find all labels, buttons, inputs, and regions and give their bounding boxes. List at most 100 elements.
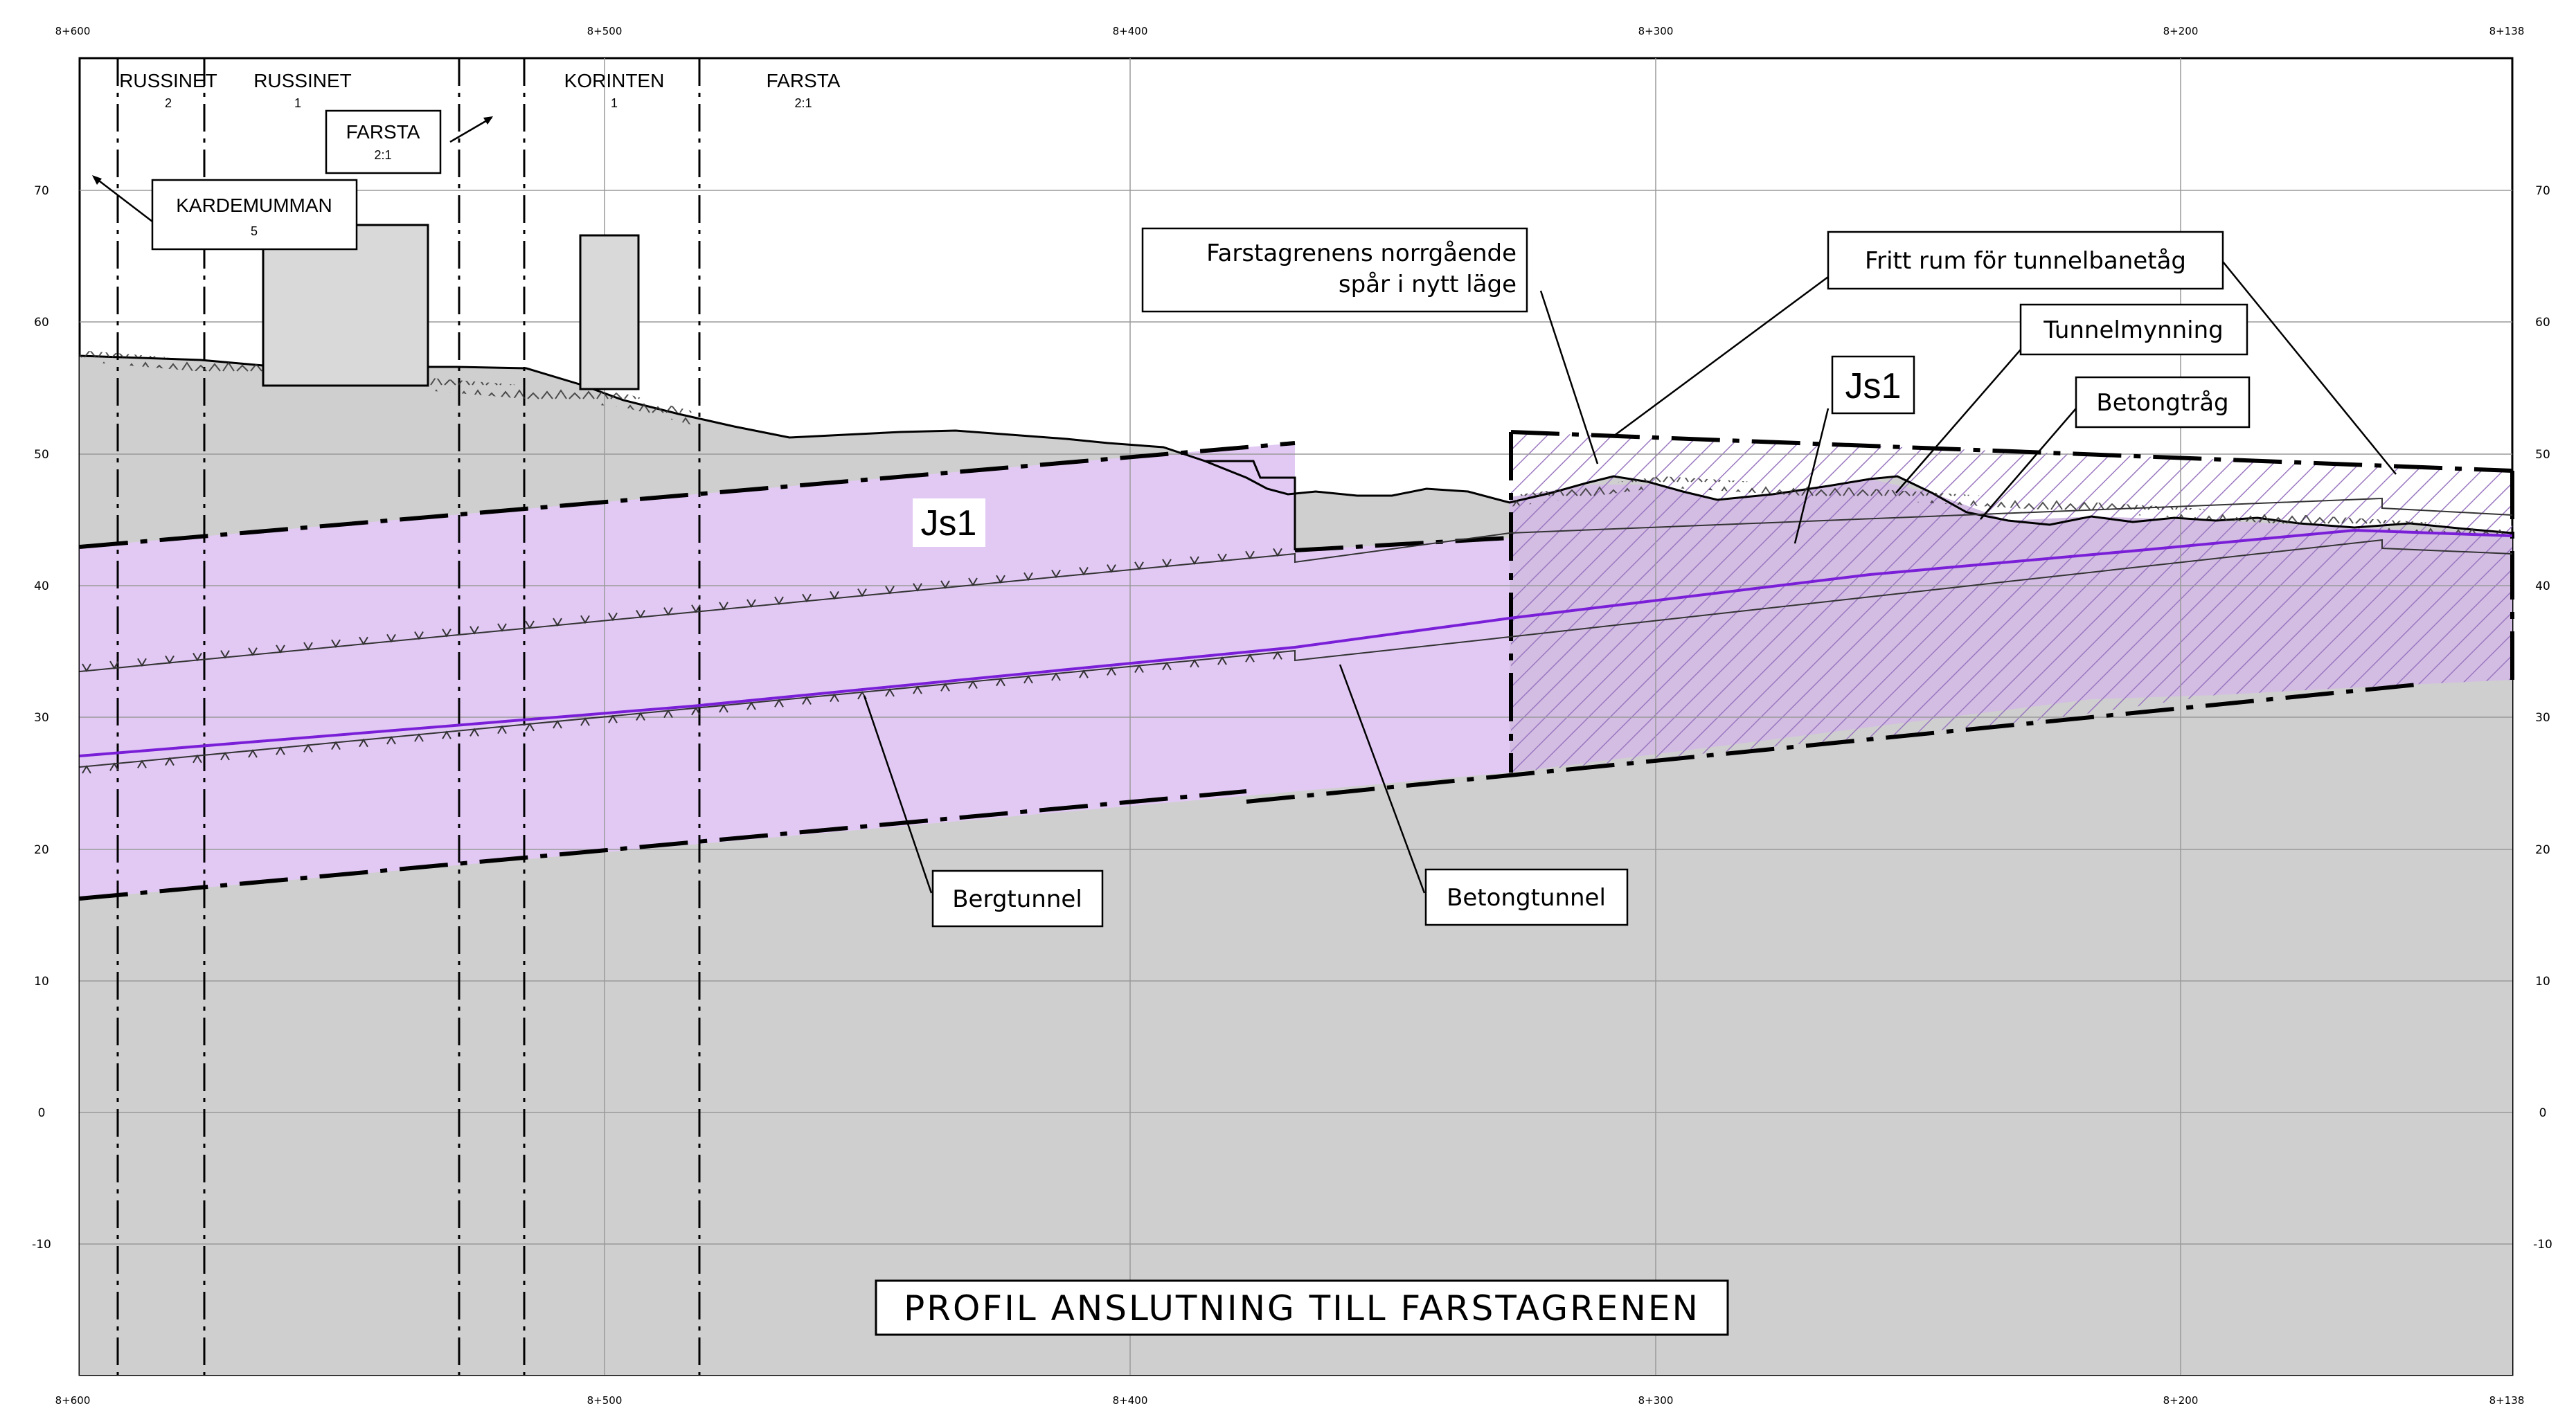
roof-tick — [996, 575, 1005, 584]
property-russinet-1: RUSSINET — [253, 70, 352, 91]
floor-tick — [220, 751, 230, 761]
building-kardemumman — [262, 224, 429, 387]
building-korinten — [579, 234, 640, 390]
callout-farstagrenen-line1: Farstagrenens norrgående — [1206, 240, 1517, 267]
callout-fritt-rum-leader-right — [2222, 261, 2397, 475]
chainage-bottom: 8+600 8+500 8+400 8+300 8+200 8+138 — [55, 1394, 2525, 1407]
zone-boundaries — [79, 430, 2514, 901]
floor-tick — [774, 699, 784, 708]
property-farsta-box — [325, 109, 442, 174]
terrain-vegetation — [80, 350, 692, 425]
floor-tick — [1107, 667, 1116, 676]
chainage-bottom-1: 8+500 — [587, 1394, 623, 1407]
floor-tick — [165, 757, 175, 766]
roof-tick — [663, 607, 673, 616]
property-kardemumman-number: 5 — [251, 224, 258, 238]
elevation-left-30: 30 — [34, 711, 49, 725]
roof-tick — [469, 626, 479, 635]
roof-tick — [968, 577, 978, 586]
floor-tick — [303, 743, 313, 752]
roof-tick — [303, 642, 313, 651]
farsta-arrow-head — [483, 116, 493, 125]
roof-tick — [414, 631, 424, 640]
roof-tick — [1107, 564, 1116, 573]
farsta-arrow — [449, 116, 492, 143]
roof-tick — [691, 604, 701, 613]
callout-fritt-rum-box — [1827, 231, 2224, 290]
floor-tick — [636, 712, 645, 721]
property-boundaries — [116, 58, 701, 1375]
property-russinet-2-number: 2 — [165, 96, 172, 110]
roof-tick — [830, 591, 839, 600]
roof-tick — [165, 655, 175, 665]
drawing-title: PROFIL ANSLUTNING TILL FARSTAGRENEN — [904, 1288, 1700, 1328]
property-russinet-1-number: 1 — [294, 96, 301, 110]
roof-tick — [1190, 556, 1199, 565]
chainage-top-3: 8+300 — [1638, 25, 1674, 37]
elevation-left-20: 20 — [34, 843, 49, 857]
tunnel-roof-ticks — [82, 548, 1282, 672]
js1-label-right-box — [1831, 355, 1915, 415]
elevation-left-50: 50 — [34, 448, 49, 462]
floor-tick — [663, 709, 673, 719]
elevation-right-20: 20 — [2535, 843, 2550, 857]
roof-tick — [193, 653, 202, 662]
roof-tick — [774, 596, 784, 606]
elevation-right-60: 60 — [2535, 316, 2550, 330]
tunnel-roof-line — [79, 497, 2513, 672]
roof-tick — [1245, 550, 1255, 560]
roof-tick — [913, 583, 922, 592]
chainage-bottom-4: 8+200 — [2163, 1394, 2199, 1407]
floor-tick — [719, 704, 728, 713]
floor-tick — [1162, 661, 1172, 671]
floor-tick — [1134, 664, 1144, 674]
roof-tick — [1023, 572, 1033, 582]
floor-tick — [1079, 669, 1089, 678]
floor-tick — [359, 738, 368, 748]
step-line — [1205, 460, 1296, 550]
kardemumman-arrow — [93, 176, 153, 222]
track-line — [79, 528, 2513, 757]
callout-bergtunnel-leader — [863, 695, 933, 894]
elevation-right-minus10: -10 — [2533, 1238, 2552, 1252]
callout-betongtunnel: Betongtunnel — [1447, 884, 1606, 912]
roof-tick — [1162, 559, 1172, 568]
callout-betongtrag-leader — [1980, 408, 2077, 520]
elevation-right-0: 0 — [2539, 1106, 2547, 1120]
roof-tick — [802, 593, 812, 603]
callout-tunnelmynning: Tunnelmynning — [2043, 316, 2224, 344]
js1-label-left-box — [913, 498, 985, 547]
floor-tick — [608, 714, 618, 723]
js1-label-left: Js1 — [921, 503, 977, 543]
chainage-top-4: 8+200 — [2163, 25, 2199, 37]
roof-tick — [220, 650, 230, 659]
roof-tick — [1079, 567, 1089, 576]
callout-fritt-rum-leader-left — [1613, 276, 1829, 438]
floor-tick — [82, 765, 91, 774]
js1-zone-left — [80, 443, 1510, 899]
floor-tick — [996, 677, 1005, 687]
roof-tick — [331, 639, 341, 649]
roof-tick — [137, 658, 147, 667]
js1-right-arrow — [1794, 408, 1830, 544]
roof-tick — [1217, 553, 1227, 563]
roof-tick — [553, 618, 562, 627]
chainage-top-5: 8+138 — [2489, 25, 2525, 37]
callout-betongtunnel-leader — [1339, 664, 1426, 894]
floor-tick — [276, 746, 285, 755]
property-labels: RUSSINET 2 RUSSINET 1 FARSTA 2:1 KARDEMU… — [92, 70, 841, 251]
callout-fritt-rum: Fritt rum för tunnelbanetåg — [1865, 247, 2186, 275]
floor-tick — [802, 696, 812, 705]
property-kardemumman: KARDEMUMMAN — [176, 195, 332, 216]
roof-tick — [82, 663, 91, 672]
elevation-left-0: 0 — [38, 1106, 46, 1120]
floor-tick — [469, 728, 479, 737]
floor-tick — [1273, 651, 1282, 660]
roof-tick — [885, 586, 895, 595]
floor-tick — [386, 735, 396, 745]
roof-tick — [1134, 561, 1144, 570]
floor-tick — [442, 730, 451, 739]
floor-tick — [193, 754, 202, 764]
floor-tick — [1190, 658, 1199, 668]
